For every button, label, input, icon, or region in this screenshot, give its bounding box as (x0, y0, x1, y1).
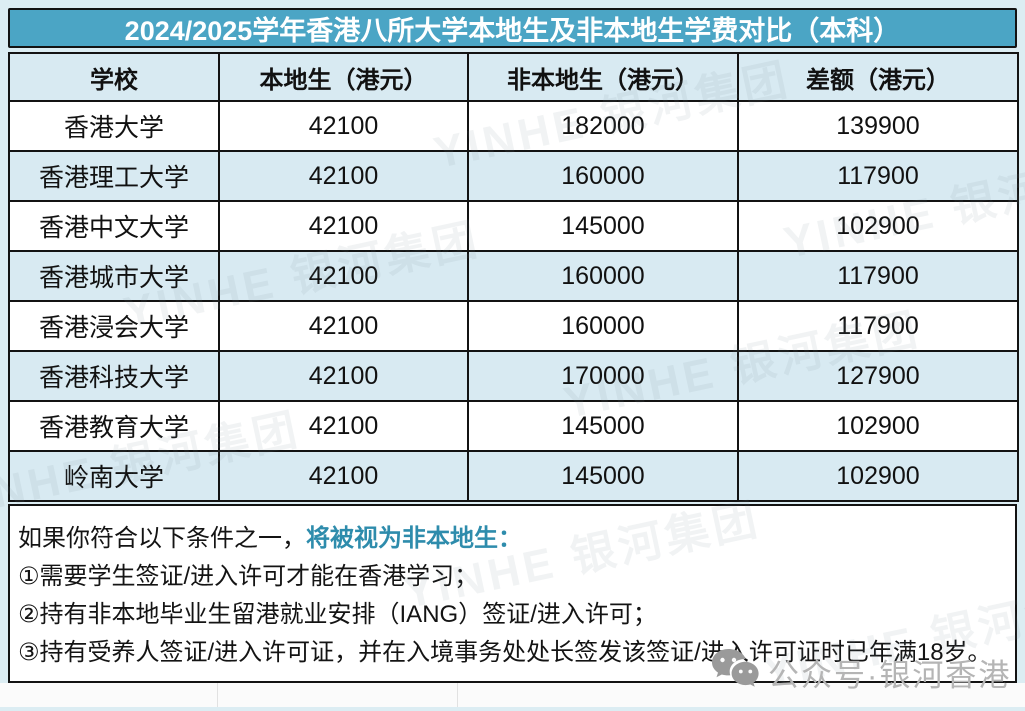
note-item-1: ①需要学生签证/进入许可才能在香港学习； (18, 563, 479, 590)
notes-box: 如果你符合以下条件之一，将被视为非本地生： ①需要学生签证/进入许可才能在香港学… (8, 504, 1017, 683)
local-fee-cell: 42100 (218, 450, 469, 502)
school-cell: 香港城市大学 (8, 250, 220, 302)
bottom-strip (0, 683, 1025, 707)
column-header-school: 学校 (8, 52, 220, 102)
nonlocal-fee-cell: 160000 (467, 300, 739, 352)
local-fee-cell: 42100 (218, 100, 469, 152)
column-header-nonlocal: 非本地生（港元） (467, 52, 739, 102)
note-intro-highlight: 将被视为非本地生： (306, 525, 522, 552)
school-cell: 香港科技大学 (8, 350, 220, 402)
branding-mark: 公众号·银河香港 (710, 648, 1011, 697)
nonlocal-fee-cell: 160000 (467, 250, 739, 302)
table-row: 香港中文大学 42100 145000 102900 (8, 200, 1019, 252)
nonlocal-fee-cell: 145000 (467, 450, 739, 502)
school-cell: 岭南大学 (8, 450, 220, 502)
local-fee-cell: 42100 (218, 400, 469, 452)
difference-cell: 102900 (737, 400, 1019, 452)
local-fee-cell: 42100 (218, 200, 469, 252)
difference-cell: 102900 (737, 450, 1019, 502)
divider (217, 683, 218, 707)
school-cell: 香港浸会大学 (8, 300, 220, 352)
nonlocal-fee-cell: 145000 (467, 400, 739, 452)
difference-cell: 139900 (737, 100, 1019, 152)
branding-label: 公众号·银河香港 (768, 658, 1012, 693)
tuition-fee-table: 学校 本地生（港元） 非本地生（港元） 差额（港元） 香港大学 42100 18… (8, 52, 1019, 502)
note-intro-line: 如果你符合以下条件之一，将被视为非本地生： (18, 520, 1007, 558)
nonlocal-fee-cell: 182000 (467, 100, 739, 152)
column-header-diff: 差额（港元） (737, 52, 1019, 102)
school-cell: 香港教育大学 (8, 400, 220, 452)
difference-cell: 117900 (737, 300, 1019, 352)
local-fee-cell: 42100 (218, 300, 469, 352)
difference-cell: 102900 (737, 200, 1019, 252)
nonlocal-fee-cell: 160000 (467, 150, 739, 202)
table-row: 香港浸会大学 42100 160000 117900 (8, 300, 1019, 352)
table-header-row: 学校 本地生（港元） 非本地生（港元） 差额（港元） (8, 52, 1019, 102)
school-cell: 香港中文大学 (8, 200, 220, 252)
table-row: 香港科技大学 42100 170000 127900 (8, 350, 1019, 402)
page-title: 2024/2025学年香港八所大学本地生及非本地生学费对比（本科） (8, 8, 1017, 48)
table-row: 香港大学 42100 182000 139900 (8, 100, 1019, 152)
table-row: 香港理工大学 42100 160000 117900 (8, 150, 1019, 202)
nonlocal-fee-cell: 145000 (467, 200, 739, 252)
table-row: 香港城市大学 42100 160000 117900 (8, 250, 1019, 302)
note-item-3: ③持有受养人签证/进入许可证，并在入境事务处处长签发该签证/进入许可证时已年满1… (18, 639, 992, 666)
table-row: 香港教育大学 42100 145000 102900 (8, 400, 1019, 452)
wechat-icon (710, 648, 760, 697)
nonlocal-fee-cell: 170000 (467, 350, 739, 402)
local-fee-cell: 42100 (218, 350, 469, 402)
school-cell: 香港理工大学 (8, 150, 220, 202)
difference-cell: 117900 (737, 250, 1019, 302)
divider (457, 683, 458, 707)
difference-cell: 117900 (737, 150, 1019, 202)
difference-cell: 127900 (737, 350, 1019, 402)
note-intro-prefix: 如果你符合以下条件之一， (18, 525, 306, 552)
column-header-local: 本地生（港元） (218, 52, 469, 102)
local-fee-cell: 42100 (218, 250, 469, 302)
note-item-2: ②持有非本地毕业生留港就业安排（IANG）签证/进入许可； (18, 601, 657, 628)
table-row: 岭南大学 42100 145000 102900 (8, 450, 1019, 502)
local-fee-cell: 42100 (218, 150, 469, 202)
school-cell: 香港大学 (8, 100, 220, 152)
